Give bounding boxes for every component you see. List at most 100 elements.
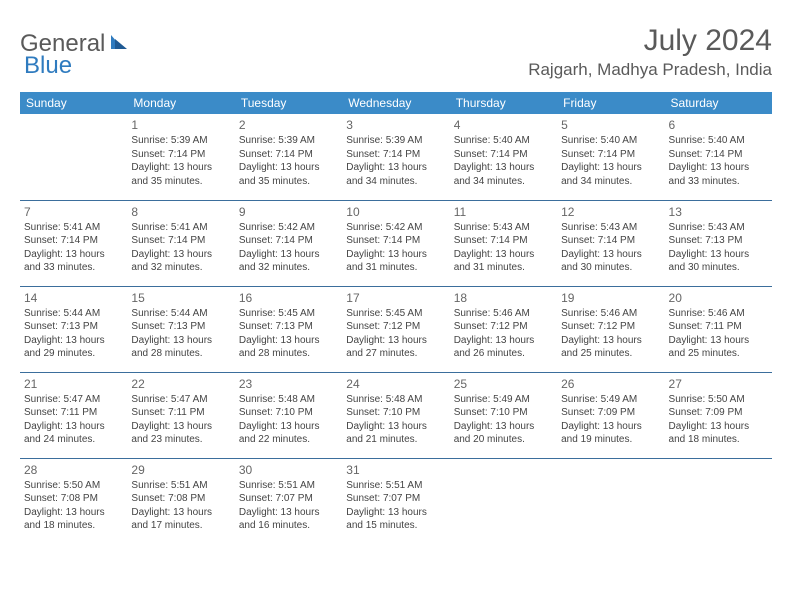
sunrise-line: Sunrise: 5:44 AM [24, 307, 123, 321]
sunrise-line: Sunrise: 5:47 AM [131, 393, 230, 407]
sunset-line: Sunset: 7:11 PM [131, 406, 230, 420]
daylight-line: Daylight: 13 hours and 29 minutes. [24, 334, 123, 361]
daylight-line: Daylight: 13 hours and 15 minutes. [346, 506, 445, 533]
calendar-table: Sunday Monday Tuesday Wednesday Thursday… [20, 92, 772, 544]
sunrise-line: Sunrise: 5:43 AM [454, 221, 553, 235]
calendar-cell: 8Sunrise: 5:41 AMSunset: 7:14 PMDaylight… [127, 200, 234, 286]
daylight-line: Daylight: 13 hours and 18 minutes. [669, 420, 768, 447]
day-number: 13 [669, 204, 768, 220]
daylight-line: Daylight: 13 hours and 26 minutes. [454, 334, 553, 361]
calendar-cell: 28Sunrise: 5:50 AMSunset: 7:08 PMDayligh… [20, 458, 127, 544]
day-header: Friday [557, 92, 664, 114]
calendar-cell [20, 114, 127, 200]
calendar-cell: 12Sunrise: 5:43 AMSunset: 7:14 PMDayligh… [557, 200, 664, 286]
calendar-cell: 6Sunrise: 5:40 AMSunset: 7:14 PMDaylight… [665, 114, 772, 200]
sunset-line: Sunset: 7:14 PM [131, 234, 230, 248]
sunrise-line: Sunrise: 5:46 AM [669, 307, 768, 321]
sunset-line: Sunset: 7:14 PM [24, 234, 123, 248]
sunrise-line: Sunrise: 5:42 AM [346, 221, 445, 235]
sunrise-line: Sunrise: 5:46 AM [561, 307, 660, 321]
day-number: 27 [669, 376, 768, 392]
location-subtitle: Rajgarh, Madhya Pradesh, India [528, 60, 772, 80]
sunrise-line: Sunrise: 5:45 AM [239, 307, 338, 321]
sunrise-line: Sunrise: 5:51 AM [239, 479, 338, 493]
calendar-cell: 30Sunrise: 5:51 AMSunset: 7:07 PMDayligh… [235, 458, 342, 544]
daylight-line: Daylight: 13 hours and 34 minutes. [561, 161, 660, 188]
sunrise-line: Sunrise: 5:39 AM [131, 134, 230, 148]
page-header: General July 2024 Rajgarh, Madhya Prades… [20, 24, 772, 80]
daylight-line: Daylight: 13 hours and 30 minutes. [669, 248, 768, 275]
sunrise-line: Sunrise: 5:44 AM [131, 307, 230, 321]
calendar-cell: 1Sunrise: 5:39 AMSunset: 7:14 PMDaylight… [127, 114, 234, 200]
sunrise-line: Sunrise: 5:39 AM [346, 134, 445, 148]
sunset-line: Sunset: 7:10 PM [454, 406, 553, 420]
sunset-line: Sunset: 7:09 PM [561, 406, 660, 420]
daylight-line: Daylight: 13 hours and 34 minutes. [454, 161, 553, 188]
day-header: Monday [127, 92, 234, 114]
day-number: 29 [131, 462, 230, 478]
day-number: 1 [131, 117, 230, 133]
day-number: 22 [131, 376, 230, 392]
day-header-row: Sunday Monday Tuesday Wednesday Thursday… [20, 92, 772, 114]
daylight-line: Daylight: 13 hours and 17 minutes. [131, 506, 230, 533]
sunset-line: Sunset: 7:08 PM [24, 492, 123, 506]
day-number: 23 [239, 376, 338, 392]
daylight-line: Daylight: 13 hours and 31 minutes. [454, 248, 553, 275]
day-number: 20 [669, 290, 768, 306]
calendar-cell: 20Sunrise: 5:46 AMSunset: 7:11 PMDayligh… [665, 286, 772, 372]
sunset-line: Sunset: 7:09 PM [669, 406, 768, 420]
daylight-line: Daylight: 13 hours and 33 minutes. [24, 248, 123, 275]
sunrise-line: Sunrise: 5:40 AM [669, 134, 768, 148]
sunrise-line: Sunrise: 5:49 AM [454, 393, 553, 407]
day-number: 7 [24, 204, 123, 220]
sunrise-line: Sunrise: 5:41 AM [131, 221, 230, 235]
sunset-line: Sunset: 7:13 PM [669, 234, 768, 248]
day-header: Tuesday [235, 92, 342, 114]
calendar-cell: 25Sunrise: 5:49 AMSunset: 7:10 PMDayligh… [450, 372, 557, 458]
sunrise-line: Sunrise: 5:41 AM [24, 221, 123, 235]
day-number: 9 [239, 204, 338, 220]
daylight-line: Daylight: 13 hours and 25 minutes. [669, 334, 768, 361]
day-number: 3 [346, 117, 445, 133]
sunrise-line: Sunrise: 5:40 AM [561, 134, 660, 148]
calendar-cell: 7Sunrise: 5:41 AMSunset: 7:14 PMDaylight… [20, 200, 127, 286]
sunset-line: Sunset: 7:12 PM [454, 320, 553, 334]
daylight-line: Daylight: 13 hours and 32 minutes. [131, 248, 230, 275]
daylight-line: Daylight: 13 hours and 30 minutes. [561, 248, 660, 275]
day-number: 25 [454, 376, 553, 392]
calendar-cell: 19Sunrise: 5:46 AMSunset: 7:12 PMDayligh… [557, 286, 664, 372]
calendar-week-row: 7Sunrise: 5:41 AMSunset: 7:14 PMDaylight… [20, 200, 772, 286]
sunset-line: Sunset: 7:13 PM [24, 320, 123, 334]
calendar-cell: 13Sunrise: 5:43 AMSunset: 7:13 PMDayligh… [665, 200, 772, 286]
calendar-cell: 15Sunrise: 5:44 AMSunset: 7:13 PMDayligh… [127, 286, 234, 372]
calendar-cell: 4Sunrise: 5:40 AMSunset: 7:14 PMDaylight… [450, 114, 557, 200]
calendar-cell: 9Sunrise: 5:42 AMSunset: 7:14 PMDaylight… [235, 200, 342, 286]
calendar-week-row: 28Sunrise: 5:50 AMSunset: 7:08 PMDayligh… [20, 458, 772, 544]
sunset-line: Sunset: 7:13 PM [131, 320, 230, 334]
day-number: 26 [561, 376, 660, 392]
daylight-line: Daylight: 13 hours and 27 minutes. [346, 334, 445, 361]
calendar-cell: 14Sunrise: 5:44 AMSunset: 7:13 PMDayligh… [20, 286, 127, 372]
calendar-cell: 16Sunrise: 5:45 AMSunset: 7:13 PMDayligh… [235, 286, 342, 372]
sunrise-line: Sunrise: 5:46 AM [454, 307, 553, 321]
sunrise-line: Sunrise: 5:51 AM [131, 479, 230, 493]
sunrise-line: Sunrise: 5:39 AM [239, 134, 338, 148]
daylight-line: Daylight: 13 hours and 18 minutes. [24, 506, 123, 533]
daylight-line: Daylight: 13 hours and 35 minutes. [239, 161, 338, 188]
calendar-week-row: 14Sunrise: 5:44 AMSunset: 7:13 PMDayligh… [20, 286, 772, 372]
day-number: 28 [24, 462, 123, 478]
day-number: 6 [669, 117, 768, 133]
daylight-line: Daylight: 13 hours and 22 minutes. [239, 420, 338, 447]
calendar-cell: 22Sunrise: 5:47 AMSunset: 7:11 PMDayligh… [127, 372, 234, 458]
daylight-line: Daylight: 13 hours and 19 minutes. [561, 420, 660, 447]
sunset-line: Sunset: 7:14 PM [131, 148, 230, 162]
sunset-line: Sunset: 7:12 PM [561, 320, 660, 334]
sunset-line: Sunset: 7:14 PM [346, 148, 445, 162]
sunrise-line: Sunrise: 5:49 AM [561, 393, 660, 407]
daylight-line: Daylight: 13 hours and 34 minutes. [346, 161, 445, 188]
daylight-line: Daylight: 13 hours and 28 minutes. [131, 334, 230, 361]
logo-text-blue-wrap: Blue [24, 52, 72, 80]
calendar-cell: 27Sunrise: 5:50 AMSunset: 7:09 PMDayligh… [665, 372, 772, 458]
sunrise-line: Sunrise: 5:50 AM [669, 393, 768, 407]
calendar-cell: 18Sunrise: 5:46 AMSunset: 7:12 PMDayligh… [450, 286, 557, 372]
